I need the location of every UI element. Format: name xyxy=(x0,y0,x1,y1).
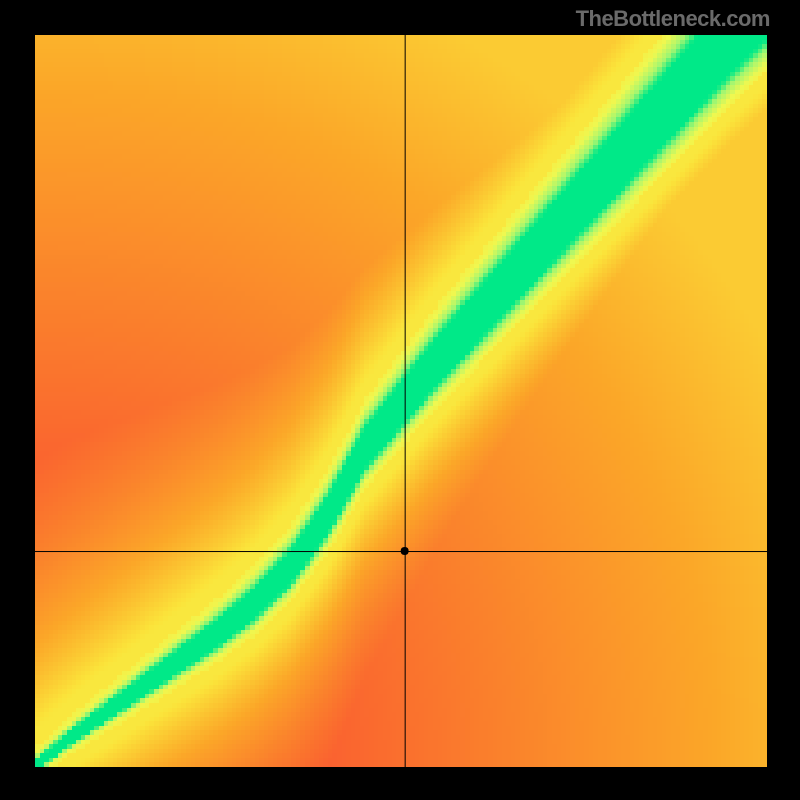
heatmap-canvas xyxy=(35,35,767,767)
chart-frame: TheBottleneck.com xyxy=(0,0,800,800)
heatmap-plot xyxy=(35,35,767,767)
attribution-text: TheBottleneck.com xyxy=(576,6,770,32)
